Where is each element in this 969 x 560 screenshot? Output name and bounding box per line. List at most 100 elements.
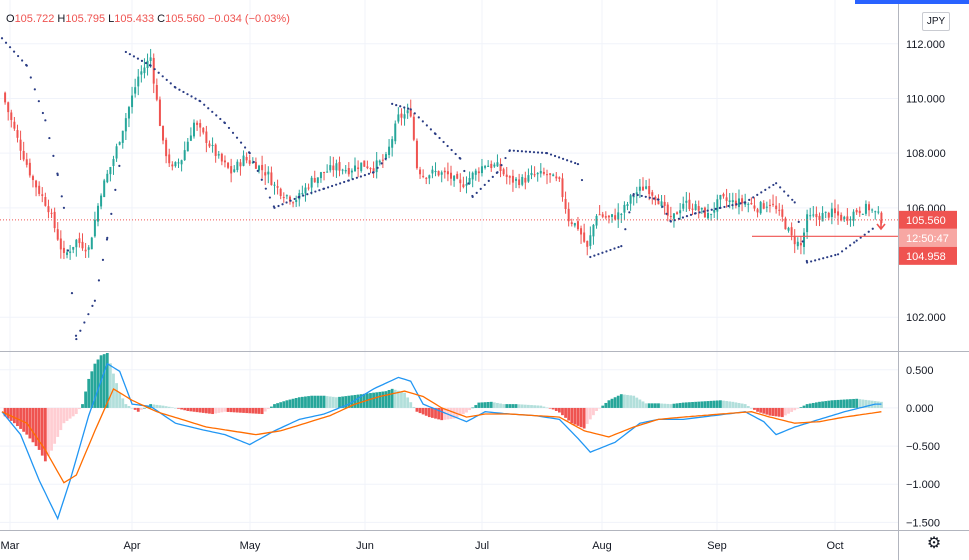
candle-body [109, 167, 112, 175]
macd-histogram-bar [805, 404, 809, 408]
macd-histogram-bar [34, 407, 38, 447]
candle-body [214, 144, 217, 156]
psar-dot [446, 144, 449, 148]
macd-histogram-bar [232, 407, 236, 413]
macd-histogram-bar [186, 407, 190, 411]
candle-body [186, 141, 189, 152]
macd-histogram-bar [740, 403, 744, 408]
candle-body [772, 203, 775, 205]
candle-body [112, 159, 115, 167]
candle-body [31, 176, 34, 181]
candle-body [781, 209, 784, 217]
psar-dot [580, 178, 584, 182]
macd-histogram-bar [530, 405, 533, 408]
macd-histogram-bar [201, 407, 205, 413]
macd-histogram-bar [220, 407, 224, 413]
psar-dot [322, 187, 326, 190]
candle-body [542, 171, 545, 174]
psar-dot [657, 198, 660, 201]
macd-histogram-bar [663, 403, 667, 408]
candle-body [75, 239, 78, 248]
candle-body [462, 184, 465, 188]
psar-dot [830, 255, 833, 258]
psar-dot [576, 162, 580, 166]
macd-histogram-bar [427, 407, 431, 418]
psar-dot [520, 150, 524, 153]
psar-dot [661, 205, 664, 208]
macd-histogram-bar [719, 400, 722, 408]
macd-histogram-bar [31, 407, 35, 443]
candle-body [663, 201, 666, 206]
macd-histogram-bar [657, 403, 660, 408]
psar-dot [710, 208, 713, 211]
macd-histogram-bar [19, 407, 22, 429]
macd-histogram-bar [245, 407, 249, 414]
psar-dot [681, 216, 685, 219]
candle-body [25, 159, 28, 165]
psar-dot [553, 154, 557, 158]
candle-body [258, 165, 261, 171]
candle-body [307, 187, 310, 189]
candle-body [545, 174, 548, 176]
macd-histogram-bar [251, 407, 255, 414]
candle-body [518, 179, 521, 186]
candle-body [527, 175, 530, 182]
candle-body [459, 179, 462, 184]
macd-histogram-bar [47, 407, 50, 456]
candle-body [10, 112, 13, 121]
gear-icon[interactable]: ⚙ [926, 535, 942, 552]
psar-dot [454, 152, 457, 156]
candle-body [728, 200, 731, 202]
candle-body [301, 193, 304, 195]
psar-dot [752, 196, 755, 199]
psar-dot [504, 156, 507, 160]
macd-histogram-bar [359, 394, 363, 408]
psar-dot [75, 337, 78, 341]
macd-histogram-bar [616, 395, 620, 408]
candle-body [366, 166, 369, 169]
macd-histogram-bar [90, 371, 94, 408]
psar-dot [442, 140, 445, 144]
candle-body [208, 143, 211, 147]
candle-body [787, 227, 790, 231]
psar-dot [223, 121, 227, 125]
psar-dot [37, 100, 40, 103]
psar-dot [744, 201, 747, 204]
macd-histogram-bar [124, 404, 128, 408]
macd-histogram-bar [852, 398, 855, 408]
psar-dot [114, 188, 117, 192]
psar-dot [797, 220, 800, 223]
psar-dot [632, 193, 635, 196]
psar-dot [508, 149, 511, 152]
macd-histogram-bar [821, 401, 824, 408]
macd-histogram-bar [375, 392, 379, 408]
candle-body [793, 236, 796, 245]
macd-tick-label: 0.500 [906, 365, 934, 377]
psar-dot [417, 116, 420, 119]
candle-body [827, 212, 830, 218]
macd-histogram-bar [108, 363, 112, 408]
candle-body [96, 205, 99, 222]
open-value: 105.722 [14, 13, 55, 25]
candle-body [440, 172, 443, 175]
price-tick-label: 108.000 [906, 148, 946, 160]
candle-body [217, 154, 220, 156]
psar-dot [182, 90, 185, 94]
macd-histogram-bar [458, 407, 462, 416]
macd-histogram-bar [514, 404, 518, 408]
macd-histogram-bar [712, 400, 716, 408]
currency-button[interactable]: JPY [922, 12, 950, 31]
macd-histogram-bar [443, 407, 447, 420]
macd-histogram-bar [864, 399, 868, 408]
psar-dot [421, 120, 424, 123]
psar-dot [871, 227, 874, 230]
candle-body [127, 107, 130, 119]
psar-dot [256, 169, 259, 172]
psar-dot [169, 82, 172, 85]
macd-histogram-bar [681, 402, 685, 408]
low-label: L [108, 13, 115, 25]
psar-dot [793, 201, 796, 204]
candle-body [496, 162, 499, 167]
candle-body [177, 162, 180, 164]
